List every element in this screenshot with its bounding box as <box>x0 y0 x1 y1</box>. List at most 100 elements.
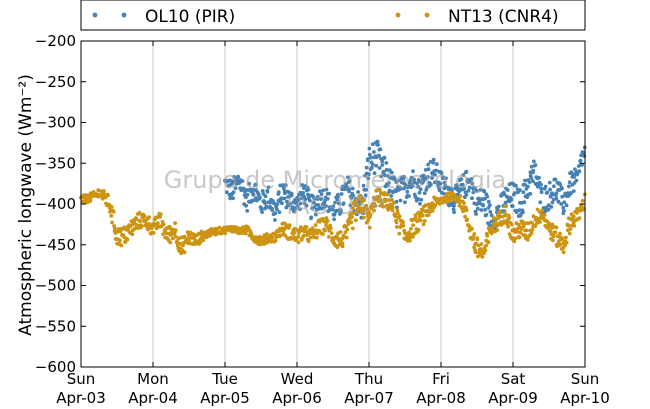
data-point <box>182 250 187 255</box>
data-point <box>438 181 443 186</box>
data-point <box>475 237 480 242</box>
data-point <box>519 227 524 231</box>
data-point <box>421 222 426 227</box>
data-point <box>554 196 559 201</box>
data-point <box>419 197 424 202</box>
data-point <box>332 217 336 222</box>
data-point <box>275 207 279 212</box>
data-point <box>426 162 430 167</box>
data-point <box>562 208 566 213</box>
y-axis-label: Atmospheric longwave (Wm⁻²) <box>16 74 36 336</box>
data-point <box>396 211 400 216</box>
data-point <box>321 232 325 237</box>
data-point <box>329 231 334 236</box>
data-point <box>301 233 306 238</box>
data-point <box>265 232 269 236</box>
data-point <box>270 208 275 213</box>
data-point <box>529 231 534 236</box>
data-point <box>253 182 258 187</box>
data-point <box>364 188 369 192</box>
data-point <box>130 232 135 237</box>
data-point <box>353 218 358 223</box>
data-point <box>347 187 351 192</box>
data-point <box>280 201 284 206</box>
data-point <box>495 228 500 233</box>
data-point <box>354 202 358 207</box>
data-point <box>413 213 418 218</box>
data-point <box>558 242 563 247</box>
data-point <box>345 227 350 232</box>
data-point <box>173 228 178 233</box>
data-point <box>296 234 301 239</box>
data-point <box>376 142 380 147</box>
data-point <box>433 203 438 208</box>
data-point <box>318 189 322 194</box>
data-point <box>515 229 520 234</box>
data-point <box>324 187 329 192</box>
data-point <box>109 214 114 218</box>
data-point <box>296 240 301 245</box>
data-point <box>496 204 501 209</box>
data-point <box>434 162 439 167</box>
data-point <box>517 208 522 213</box>
x-tick-day-label: Sat <box>501 370 526 388</box>
data-point <box>88 199 93 203</box>
data-point <box>344 235 349 240</box>
data-point <box>553 230 558 235</box>
data-point <box>431 157 436 162</box>
data-point <box>560 186 564 191</box>
data-point <box>264 204 269 209</box>
data-point <box>480 255 485 259</box>
data-point <box>394 180 399 184</box>
data-point <box>341 201 346 206</box>
x-tick-day-label: Thu <box>354 370 383 388</box>
data-point <box>529 176 534 180</box>
legend-box <box>80 0 586 31</box>
data-point <box>462 201 466 206</box>
data-point <box>572 175 576 179</box>
data-point <box>437 202 442 206</box>
data-point <box>567 180 572 185</box>
data-point <box>530 221 535 225</box>
data-point <box>401 223 406 228</box>
data-point <box>564 235 568 240</box>
data-point <box>298 201 303 206</box>
y-tick-label: −500 <box>35 277 76 295</box>
data-point <box>469 177 474 181</box>
data-point <box>550 225 555 230</box>
data-point <box>551 238 555 243</box>
data-point <box>470 181 475 186</box>
data-point <box>245 209 250 213</box>
data-point <box>319 192 324 197</box>
data-point <box>282 186 286 191</box>
data-point <box>336 192 340 197</box>
data-point <box>481 203 486 208</box>
data-point <box>364 165 369 170</box>
data-point <box>521 190 526 195</box>
data-point <box>418 187 423 192</box>
data-point <box>509 222 514 227</box>
data-point <box>251 192 256 197</box>
data-point <box>464 208 469 213</box>
y-tick-label: −600 <box>35 358 76 376</box>
data-point <box>364 203 369 208</box>
data-point <box>231 196 236 201</box>
data-point <box>273 218 277 222</box>
data-point <box>539 186 544 191</box>
data-point <box>350 215 354 219</box>
data-point <box>518 188 522 193</box>
data-point <box>431 160 436 165</box>
data-point <box>389 170 394 175</box>
data-point <box>529 164 534 169</box>
data-point <box>380 201 384 206</box>
x-tick-date-label: Apr-09 <box>488 389 538 407</box>
data-point <box>532 159 536 164</box>
data-point <box>460 182 465 187</box>
data-point <box>112 226 117 231</box>
data-point <box>474 188 479 193</box>
data-point <box>403 200 407 205</box>
data-point <box>367 210 371 214</box>
data-point <box>559 202 564 206</box>
data-point <box>244 195 248 200</box>
data-point <box>132 220 137 224</box>
